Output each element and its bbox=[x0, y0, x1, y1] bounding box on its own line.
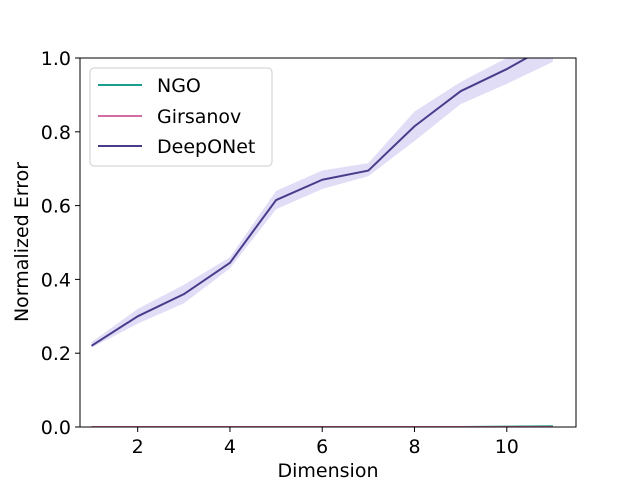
x-tick-label: 2 bbox=[132, 436, 144, 458]
y-tick-label: 0.8 bbox=[41, 122, 71, 144]
deeponet-legend-label: DeepONet bbox=[157, 136, 255, 158]
y-tick-label: 0.0 bbox=[41, 417, 71, 439]
x-tick-label: 10 bbox=[495, 436, 519, 458]
deeponet-confidence-band bbox=[91, 58, 553, 348]
y-tick-label: 0.6 bbox=[41, 196, 71, 218]
deeponet-series-line bbox=[90, 58, 529, 347]
y-tick-label: 0.2 bbox=[41, 343, 71, 365]
y-axis-label: Normalized Error bbox=[11, 162, 33, 322]
plot-area-frame bbox=[79, 57, 577, 428]
y-tick-label: 1.0 bbox=[41, 48, 71, 70]
girsanov-legend-label: Girsanov bbox=[157, 106, 241, 128]
x-axis-ticks: 2 4 6 8 10 bbox=[132, 427, 519, 458]
x-axis-label: Dimension bbox=[278, 460, 379, 480]
ngo-legend-label: NGO bbox=[157, 75, 201, 97]
x-tick-label: 6 bbox=[316, 436, 328, 458]
x-tick-label: 4 bbox=[224, 436, 236, 458]
legend-box bbox=[89, 67, 273, 167]
y-axis-ticks: 0.0 0.2 0.4 0.6 0.8 1.0 bbox=[41, 48, 80, 439]
legend: NGO Girsanov DeepONet bbox=[89, 67, 273, 167]
y-tick-label: 0.4 bbox=[41, 269, 71, 291]
x-tick-label: 8 bbox=[408, 436, 420, 458]
